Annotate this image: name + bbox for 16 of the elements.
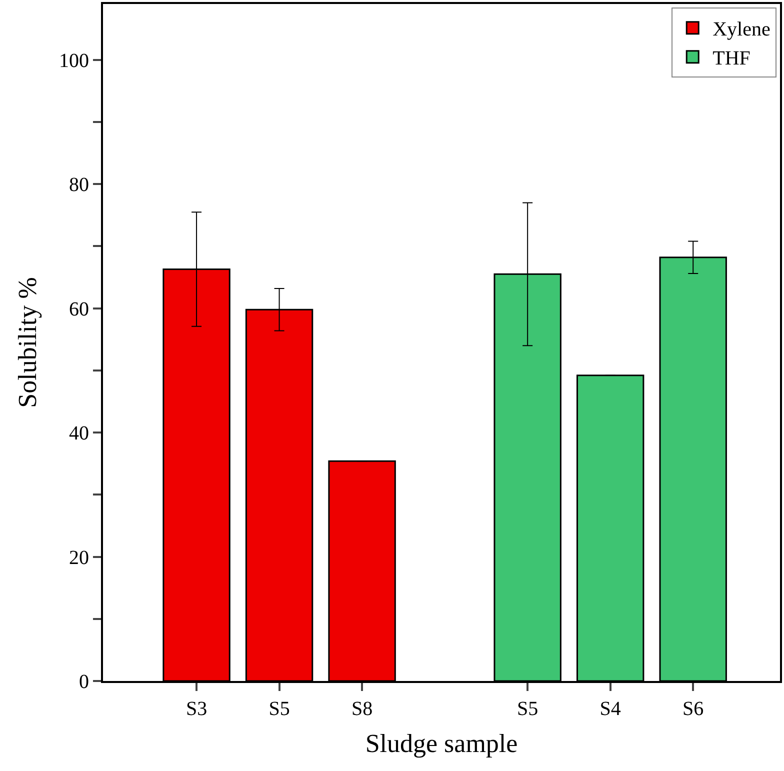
- y-tick-label: 0: [79, 671, 89, 693]
- legend-label: THF: [712, 48, 750, 70]
- x-tick-label: S6: [682, 698, 704, 720]
- y-tick-label: 100: [59, 50, 89, 72]
- y-axis-title: Solubility %: [12, 277, 42, 408]
- x-axis-title: Sludge sample: [365, 729, 518, 758]
- x-tick-label: S4: [600, 698, 621, 720]
- y-tick-label: 40: [69, 422, 89, 445]
- x-tick-label: S5: [268, 698, 290, 720]
- y-tick-label: 20: [69, 546, 89, 569]
- x-tick-label: S8: [351, 698, 373, 720]
- legend-label: Xylene: [712, 18, 770, 41]
- x-tick-label: S3: [186, 698, 208, 720]
- x-tick-label: S5: [517, 698, 538, 720]
- y-tick-label: 60: [69, 298, 89, 320]
- y-tick-label: 80: [69, 174, 89, 196]
